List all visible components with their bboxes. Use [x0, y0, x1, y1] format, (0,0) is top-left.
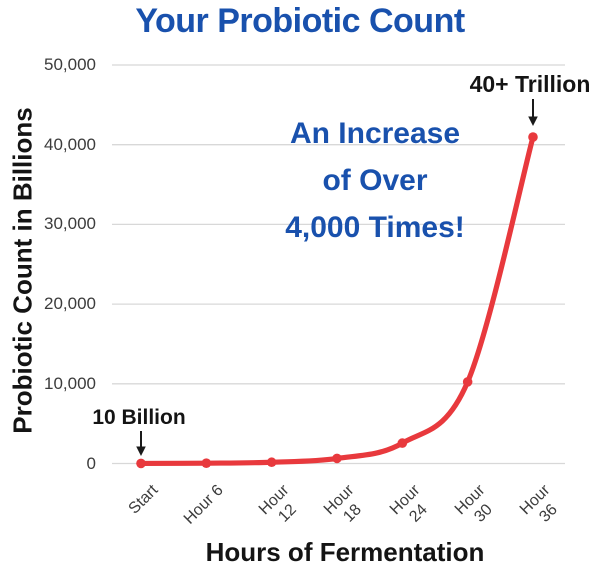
y-tick-label: 40,000 [44, 134, 96, 154]
data-point-marker [136, 458, 146, 469]
y-tick-label: 50,000 [44, 55, 96, 74]
end-annotation-arrow [528, 99, 538, 126]
y-tick-label: 20,000 [44, 294, 96, 314]
start-annotation-arrow [136, 431, 146, 456]
end-point-annotation: 40+ Trillion [469, 71, 591, 97]
start-point-annotation: 10 Billion [92, 406, 186, 429]
callout-line-3: 4,000 Times! [285, 211, 465, 244]
data-point-marker [397, 438, 408, 448]
y-tick-label: 30,000 [44, 214, 96, 234]
y-tick-label: 10,000 [44, 373, 96, 393]
y-tick-label: 0 [86, 453, 96, 473]
growth-line-series [136, 132, 538, 469]
callout-line-1: An Increase [289, 117, 461, 150]
chart-title: Your Probiotic Count [135, 2, 465, 40]
increase-callout: An Increase of Over 4,000 Times! [245, 110, 505, 251]
x-axis-label: Hours of Fermentation [205, 537, 485, 567]
data-point-marker [462, 377, 473, 387]
data-point-marker [528, 132, 538, 142]
data-point-marker [332, 453, 342, 464]
data-point-marker [266, 457, 277, 468]
data-point-marker [201, 458, 212, 468]
callout-line-2: of Over [322, 164, 428, 197]
